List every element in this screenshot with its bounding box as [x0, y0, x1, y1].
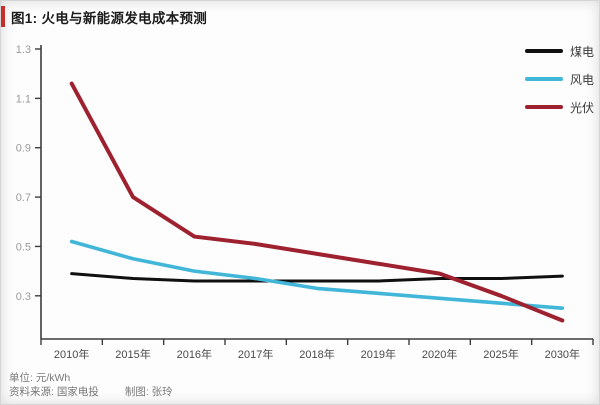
x-tick-label: 2010年: [54, 347, 89, 361]
y-tick-label: 1.1: [16, 93, 31, 105]
legend-item-coal: 煤电: [525, 37, 594, 65]
source-note: 资料来源: 国家电投: [9, 386, 99, 398]
y-tick-label: 0.7: [16, 192, 31, 204]
series-line-wind: [69, 239, 565, 310]
credit-note: 制图: 张玲: [124, 386, 173, 398]
x-tick-label: 2017年: [238, 347, 273, 361]
legend-label-pv: 光伏: [570, 100, 595, 115]
title-accent-bar: [1, 6, 5, 27]
y-tick-label: 0.3: [16, 291, 31, 303]
x-tick-label: 2025年: [483, 347, 518, 361]
y-tick-label: 1.3: [16, 44, 31, 56]
y-tick-label: 0.9: [16, 143, 31, 155]
unit-note: 单位: 元/kWh: [9, 372, 71, 384]
legend-line-coal: [525, 49, 563, 53]
y-tick-label: 0.5: [16, 241, 31, 253]
x-tick-label: 2019年: [361, 347, 396, 361]
legend-item-wind: 风电: [525, 65, 594, 93]
figure-header: 图1: 火电与新能源发电成本预测: [1, 6, 207, 27]
figure-footer: 单位: 元/kWh 资料来源: 国家电投 制图: 张玲: [9, 371, 173, 399]
x-tick-label: 2030年: [545, 347, 580, 361]
legend-line-pv: [525, 105, 563, 109]
figure-title: 图1: 火电与新能源发电成本预测: [11, 10, 208, 26]
series-line-coal: [70, 272, 564, 283]
chart-legend: 煤电 风电 光伏: [525, 37, 594, 121]
legend-line-wind: [525, 77, 563, 81]
x-tick-label: 2015年: [115, 347, 150, 361]
x-tick-label: 2020年: [422, 347, 457, 361]
legend-item-pv: 光伏: [525, 93, 594, 121]
x-tick-label: 2018年: [299, 347, 334, 361]
legend-label-coal: 煤电: [570, 44, 595, 59]
series-line-pv: [69, 81, 565, 323]
legend-label-wind: 风电: [570, 72, 595, 87]
x-tick-label: 2016年: [177, 347, 212, 361]
